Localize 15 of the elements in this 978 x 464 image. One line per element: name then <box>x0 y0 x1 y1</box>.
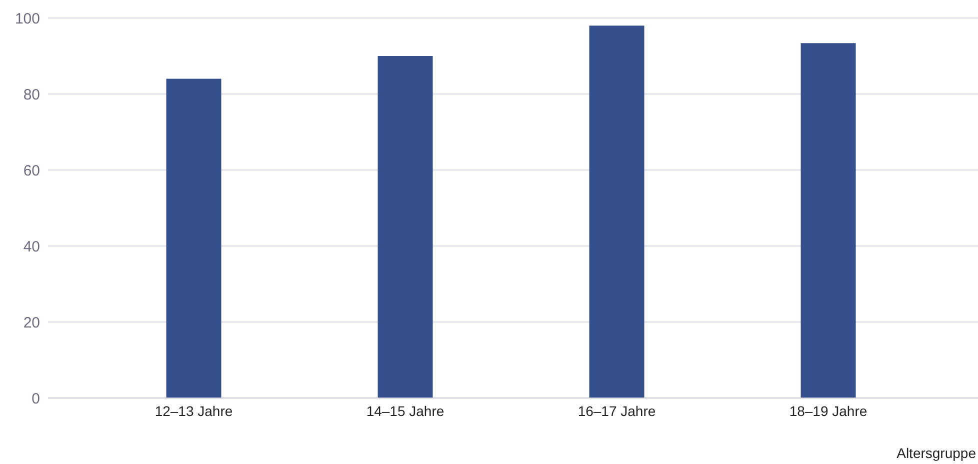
x-tick-label: 14–15 Jahre <box>366 402 444 419</box>
y-tick-label: 100 <box>14 10 40 28</box>
y-tick-label: 80 <box>23 86 40 104</box>
x-tick-label: 12–13 Jahre <box>154 402 233 419</box>
x-tick-label: 16–17 Jahre <box>578 402 656 419</box>
y-tick-label: 20 <box>23 314 40 332</box>
bar <box>166 78 222 398</box>
bar <box>378 56 433 398</box>
y-tick-label: 0 <box>32 390 40 408</box>
bar <box>589 26 644 398</box>
x-axis-title: Altersgruppe <box>896 445 976 461</box>
x-tick-label: 18–19 Jahre <box>789 402 868 419</box>
y-tick-label: 40 <box>23 238 40 256</box>
y-tick-label: 60 <box>23 162 40 180</box>
bar <box>800 43 856 398</box>
